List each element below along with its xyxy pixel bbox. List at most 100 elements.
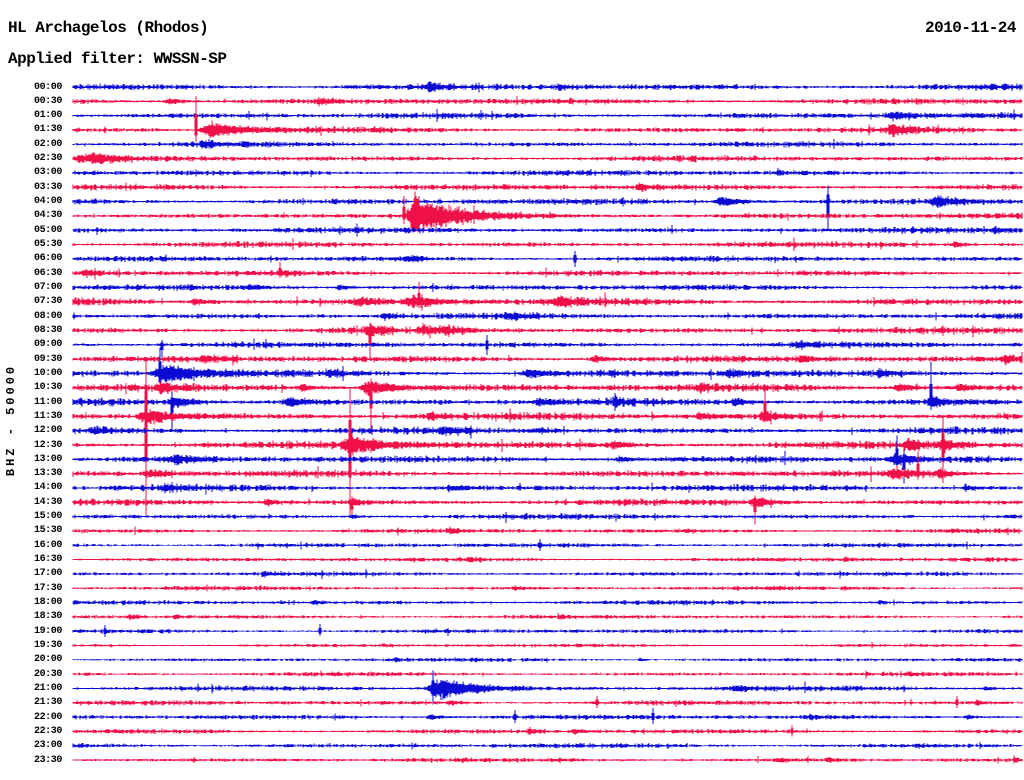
time-label-11:00: 11:00: [33, 396, 62, 408]
time-label-19:00: 19:00: [33, 625, 62, 637]
time-label-06:30: 06:30: [33, 267, 62, 279]
time-label-00:00: 00:00: [33, 81, 62, 93]
trace-row-00:30: [72, 95, 1023, 107]
time-label-14:30: 14:30: [33, 496, 62, 508]
trace-row-13:00: [72, 435, 1023, 484]
trace-row-12:00: [72, 425, 1023, 439]
time-label-13:00: 13:00: [33, 453, 62, 465]
trace-row-11:30: [72, 358, 1023, 517]
time-label-00:30: 00:30: [33, 95, 62, 107]
time-label-17:00: 17:00: [33, 568, 62, 580]
trace-row-00:00: [72, 81, 1023, 93]
time-label-20:30: 20:30: [33, 668, 62, 680]
time-label-04:00: 04:00: [33, 196, 62, 208]
trace-row-21:30: [72, 695, 1023, 708]
trace-row-05:00: [72, 223, 1023, 237]
time-label-10:30: 10:30: [33, 382, 62, 394]
time-label-16:30: 16:30: [33, 554, 62, 566]
time-label-22:00: 22:00: [33, 711, 62, 723]
trace-row-11:00: [72, 362, 1023, 432]
time-label-06:00: 06:00: [33, 253, 62, 265]
trace-row-08:00: [72, 311, 1023, 322]
time-label-23:00: 23:00: [33, 740, 62, 752]
time-label-14:00: 14:00: [33, 482, 62, 494]
time-label-01:30: 01:30: [33, 124, 62, 136]
trace-row-06:00: [72, 250, 1023, 267]
trace-row-18:00: [72, 599, 1023, 606]
trace-row-03:00: [72, 167, 1023, 178]
trace-row-22:00: [72, 708, 1023, 725]
trace-row-19:00: [72, 624, 1023, 638]
time-label-18:30: 18:30: [33, 611, 62, 623]
trace-row-17:30: [72, 584, 1023, 592]
time-label-15:00: 15:00: [33, 511, 62, 523]
time-label-10:00: 10:00: [33, 367, 62, 379]
trace-row-06:30: [72, 262, 1023, 280]
trace-row-09:00: [72, 334, 1023, 357]
time-label-07:30: 07:30: [33, 296, 62, 308]
time-label-12:30: 12:30: [33, 439, 62, 451]
trace-row-23:30: [72, 755, 1023, 764]
filter-label: Applied filter: WWSSN-SP: [8, 50, 227, 68]
time-label-22:30: 22:30: [33, 725, 62, 737]
trace-row-01:00: [72, 108, 1023, 122]
time-label-18:00: 18:00: [33, 597, 62, 609]
time-label-20:00: 20:00: [33, 654, 62, 666]
time-label-23:30: 23:30: [33, 754, 62, 766]
time-label-02:00: 02:00: [33, 138, 62, 150]
trace-row-19:30: [72, 642, 1023, 649]
trace-row-07:30: [72, 281, 1023, 311]
trace-row-04:30: [72, 191, 1023, 233]
time-label-03:00: 03:00: [33, 167, 62, 179]
trace-row-03:30: [72, 182, 1023, 192]
trace-row-20:00: [72, 657, 1023, 663]
trace-row-18:30: [72, 613, 1023, 621]
time-label-21:30: 21:30: [33, 697, 62, 709]
time-label-05:30: 05:30: [33, 239, 62, 251]
trace-row-10:30: [72, 378, 1023, 434]
time-label-04:30: 04:30: [33, 210, 62, 222]
trace-row-13:30: [72, 451, 1023, 482]
time-label-03:30: 03:30: [33, 181, 62, 193]
trace-row-17:00: [72, 568, 1023, 579]
trace-row-16:00: [72, 539, 1023, 552]
time-label-13:30: 13:30: [33, 468, 62, 480]
time-label-21:00: 21:00: [33, 682, 62, 694]
time-label-09:00: 09:00: [33, 339, 62, 351]
time-label-12:00: 12:00: [33, 425, 62, 437]
time-label-19:30: 19:30: [33, 639, 62, 651]
time-label-09:30: 09:30: [33, 353, 62, 365]
trace-row-23:00: [72, 741, 1023, 750]
trace-row-14:00: [72, 482, 1023, 495]
trace-row-21:00: [72, 670, 1023, 705]
time-label-02:30: 02:30: [33, 153, 62, 165]
time-label-17:30: 17:30: [33, 582, 62, 594]
trace-row-02:00: [72, 139, 1023, 150]
trace-row-05:30: [72, 237, 1023, 251]
trace-row-20:30: [72, 670, 1023, 679]
trace-row-22:30: [72, 725, 1023, 737]
trace-row-01:30: [72, 96, 1023, 142]
time-label-01:00: 01:00: [33, 110, 62, 122]
time-label-07:00: 07:00: [33, 281, 62, 293]
record-date: 2010-11-24: [924, 19, 1017, 37]
trace-row-12:30: [72, 389, 1023, 517]
station-title: HL Archagelos (Rhodos): [8, 19, 209, 37]
trace-row-16:30: [72, 556, 1023, 563]
time-label-16:00: 16:00: [33, 539, 62, 551]
time-label-11:30: 11:30: [33, 410, 62, 422]
trace-row-15:30: [72, 526, 1023, 536]
trace-row-09:30: [72, 352, 1023, 366]
time-label-08:00: 08:00: [33, 310, 62, 322]
trace-row-02:30: [72, 152, 1023, 164]
time-label-15:30: 15:30: [33, 525, 62, 537]
trace-row-07:00: [72, 283, 1023, 293]
time-label-05:00: 05:00: [33, 224, 62, 236]
trace-row-08:30: [72, 322, 1023, 361]
trace-row-14:30: [72, 495, 1023, 525]
time-label-08:30: 08:30: [33, 324, 62, 336]
trace-row-10:00: [72, 347, 1023, 394]
trace-row-04:00: [72, 185, 1023, 230]
